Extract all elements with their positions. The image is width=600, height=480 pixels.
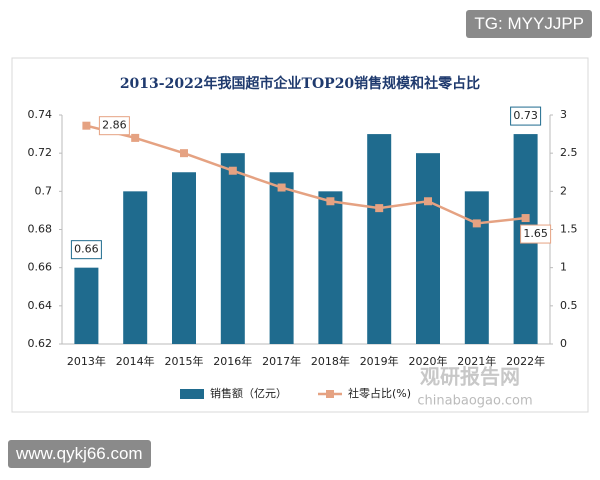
legend-swatch bbox=[326, 390, 334, 398]
x-tick-label: 2021年 bbox=[457, 354, 496, 368]
y2-tick-label: 1 bbox=[560, 261, 567, 274]
line-marker bbox=[228, 166, 237, 175]
data-label: 2.86 bbox=[102, 119, 127, 132]
y-tick-label: 0.68 bbox=[28, 223, 53, 236]
x-tick-label: 2018年 bbox=[311, 354, 350, 368]
y-tick-label: 0.7 bbox=[35, 184, 53, 197]
data-label-box bbox=[98, 116, 130, 136]
line-marker bbox=[424, 197, 432, 206]
brand-watermark: 观研报告网 bbox=[420, 365, 520, 389]
x-tick-label: 2020年 bbox=[409, 354, 448, 368]
line-marker bbox=[375, 204, 384, 213]
bar bbox=[172, 172, 196, 344]
y2-tick-label: 2 bbox=[560, 184, 567, 197]
line bbox=[86, 124, 526, 225]
line-marker bbox=[131, 133, 140, 142]
data-label: 0.73 bbox=[513, 109, 538, 122]
y2-tick-label: 1.5 bbox=[560, 223, 578, 236]
y2-tick-label: 3 bbox=[560, 108, 567, 121]
y2-tick-label: 0.5 bbox=[560, 299, 578, 312]
x-tick-label: 2015年 bbox=[165, 354, 204, 368]
x-tick-label: 2022年 bbox=[506, 354, 545, 368]
x-tick-label: 2014年 bbox=[116, 354, 155, 368]
bar bbox=[220, 153, 245, 344]
x-tick-label: 2013年 bbox=[67, 354, 106, 368]
legend-swatch bbox=[180, 389, 204, 399]
y-tick-label: 0.66 bbox=[28, 261, 53, 274]
x-tick-label: 2016年 bbox=[213, 354, 252, 368]
url-watermark: chinabaogao.com bbox=[417, 394, 532, 409]
data-label-box bbox=[70, 240, 102, 260]
bar bbox=[269, 172, 294, 344]
y2-tick-label: 0 bbox=[560, 337, 567, 350]
watermark: TG: MYYJJPP bbox=[466, 10, 592, 38]
line-marker bbox=[180, 149, 188, 158]
y-tick-label: 0.74 bbox=[28, 108, 53, 121]
bar bbox=[464, 191, 489, 344]
bar bbox=[416, 153, 440, 344]
y-tick-label: 0.64 bbox=[28, 299, 53, 312]
line-marker bbox=[472, 219, 481, 228]
line-marker bbox=[277, 183, 286, 192]
chart-frame bbox=[11, 57, 589, 413]
bar bbox=[123, 191, 148, 344]
watermark: www.qykj66.com bbox=[8, 440, 151, 468]
legend-label: 社零占比(%) bbox=[348, 386, 411, 400]
line-marker bbox=[326, 197, 335, 206]
data-label-box bbox=[520, 224, 552, 244]
x-tick-label: 2017年 bbox=[262, 354, 301, 368]
data-label: 0.66 bbox=[74, 243, 99, 256]
y-tick-label: 0.62 bbox=[28, 337, 53, 350]
data-label: 1.65 bbox=[523, 227, 548, 240]
line-marker bbox=[521, 214, 530, 223]
y2-tick-label: 2.5 bbox=[560, 146, 578, 159]
legend-label: 销售额（亿元） bbox=[210, 386, 287, 400]
x-tick-label: 2019年 bbox=[360, 354, 399, 368]
y-tick-label: 0.72 bbox=[28, 146, 53, 159]
data-label-box bbox=[510, 106, 542, 126]
line-marker bbox=[82, 121, 91, 130]
bar bbox=[513, 134, 538, 344]
bar bbox=[367, 134, 392, 344]
chart-title: 2013-2022年我国超市企业TOP20销售规模和社零占比 bbox=[120, 75, 480, 92]
bar bbox=[318, 191, 343, 344]
bar bbox=[74, 267, 99, 344]
